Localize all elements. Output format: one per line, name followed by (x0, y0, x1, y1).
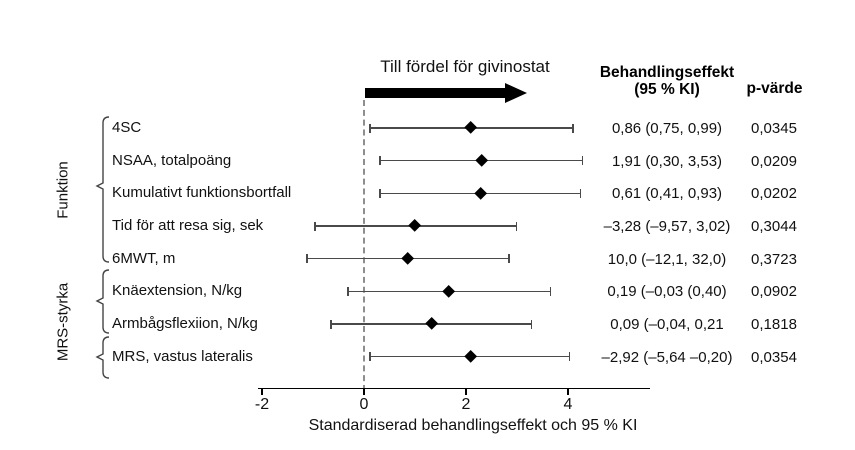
p-value-text: 0,3723 (751, 250, 797, 268)
x-axis-line (258, 388, 650, 390)
point-estimate-diamond (425, 317, 439, 331)
ci-cap-low (306, 254, 308, 264)
x-axis-tick-label: 2 (461, 396, 471, 413)
x-axis-tick (567, 388, 569, 395)
column-header-pvalue: p-värde (746, 80, 803, 97)
effect-estimate-text: –2,92 (–5,64 –0,20) (601, 348, 733, 366)
ci-cap-high (582, 156, 584, 166)
ci-cap-high (508, 254, 510, 264)
effect-estimate-text: 0,86 (0,75, 0,99) (611, 120, 723, 137)
x-axis-tick-label: 4 (563, 396, 573, 413)
row-label: NSAA, totalpoäng (112, 151, 232, 169)
bracket-styrka (95, 269, 110, 334)
x-axis-tick (261, 388, 263, 395)
bracket-mrs (95, 336, 110, 379)
ci-cap-low (369, 352, 371, 362)
x-axis-title: Standardiserad behandlingseffekt och 95 … (308, 417, 638, 434)
row-label: Armbågsflexiion, N/kg (112, 315, 258, 332)
p-value-text: 0,0354 (751, 348, 797, 366)
ci-cap-high (531, 319, 533, 329)
ci-cap-low (347, 286, 349, 296)
point-estimate-diamond (474, 186, 488, 200)
p-value-text: 0,3044 (751, 218, 797, 235)
p-value-text: 0,0345 (751, 120, 797, 137)
point-estimate-diamond (464, 121, 478, 135)
ci-cap-high (549, 286, 552, 296)
row-label: Tid för att resa sig, sek (112, 217, 264, 234)
x-axis-tick (363, 388, 365, 395)
p-value-text: 0,0209 (751, 152, 797, 170)
point-estimate-diamond (401, 252, 415, 266)
row-label: 4SC (112, 119, 142, 136)
column-header-effect: Behandlingseffekt (95 % KI) (587, 64, 747, 98)
p-value-text: 0,0202 (751, 185, 797, 203)
ci-cap-low (330, 319, 332, 329)
point-estimate-diamond (408, 219, 422, 233)
ci-cap-high (572, 123, 574, 133)
p-value-text: 0,1818 (751, 316, 797, 333)
column-header-effect-line2: (95 % KI) (634, 81, 700, 98)
arrow-head-icon (505, 83, 527, 103)
zero-reference-line (363, 100, 365, 391)
x-axis-tick-label: 0 (359, 396, 369, 413)
point-estimate-diamond (475, 154, 489, 168)
ci-cap-high (568, 352, 571, 362)
effect-estimate-text: 0,61 (0,41, 0,93) (611, 185, 723, 203)
point-estimate-diamond (464, 350, 478, 364)
ci-cap-low (369, 123, 371, 133)
effect-estimate-text: 0,19 (–0,03 (0,40) (607, 283, 727, 301)
ci-cap-high (580, 188, 582, 198)
row-label: Knäextension, N/kg (112, 282, 243, 300)
effect-estimate-text: –3,28 (–9,57, 3,02) (603, 218, 731, 235)
row-label: 6MWT, m (112, 249, 176, 267)
point-estimate-diamond (442, 284, 456, 298)
group-label-funktion: Funktion (54, 161, 72, 219)
row-label: Kumulativt funktionsbortfall (112, 184, 292, 202)
ci-cap-low (379, 188, 381, 198)
arrow-shaft (365, 88, 506, 98)
ci-cap-high (515, 221, 518, 231)
group-label-mrs-styrka: MRS-styrka (54, 282, 72, 362)
ci-cap-low (379, 156, 381, 166)
x-axis-tick-label: -2 (254, 396, 270, 413)
p-value-text: 0,0902 (751, 283, 797, 301)
effect-estimate-text: 0,09 (–0,04, 0,21 (610, 316, 724, 333)
effect-estimate-text: 10,0 (–12,1, 32,0) (607, 250, 727, 268)
bracket-funktion (95, 116, 110, 263)
column-header-effect-line1: Behandlingseffekt (599, 64, 735, 81)
row-label: MRS, vastus lateralis (112, 347, 253, 365)
favor-direction-label: Till fördel för givinostat (380, 57, 550, 76)
effect-estimate-text: 1,91 (0,30, 3,53) (611, 152, 723, 170)
ci-cap-low (314, 221, 316, 231)
x-axis-tick (465, 388, 467, 395)
